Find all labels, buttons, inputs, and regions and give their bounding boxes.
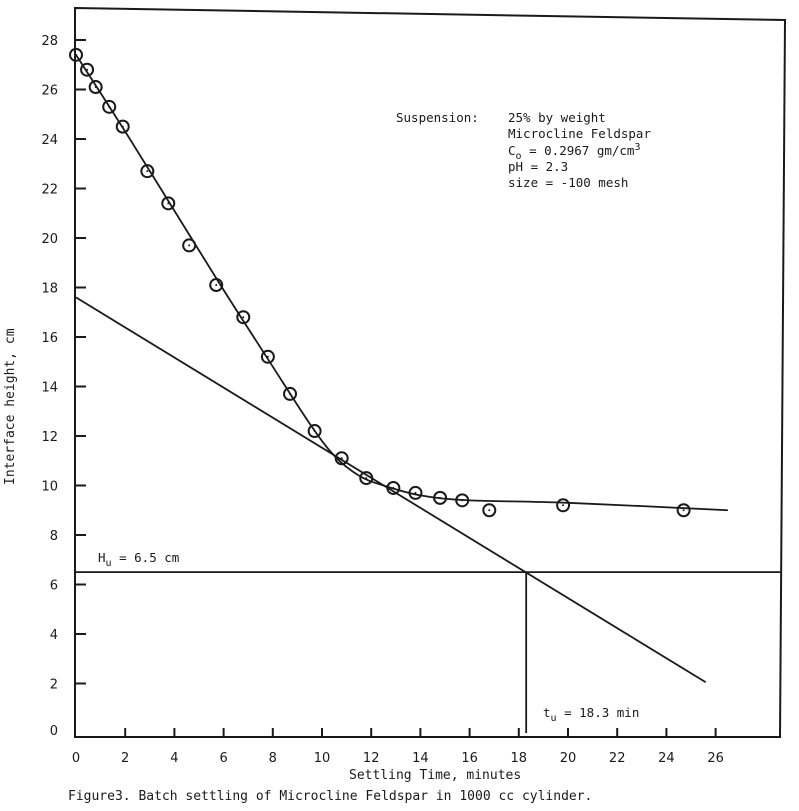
x-tick-label: 0 bbox=[72, 751, 80, 766]
y-tick-label: 18 bbox=[41, 282, 58, 297]
y-tick-label: 16 bbox=[41, 331, 58, 346]
data-point-marker bbox=[307, 424, 322, 439]
y-tick-label: 26 bbox=[41, 84, 58, 99]
plot-frame bbox=[74, 6, 787, 738]
x-tick-label: 14 bbox=[412, 751, 429, 766]
y-tick-label: 22 bbox=[41, 183, 58, 198]
y-axis-title: Interface height, cm bbox=[3, 328, 18, 485]
x-tick-label: 18 bbox=[511, 751, 528, 766]
tangent-line bbox=[75, 296, 707, 684]
y-tick-label: 24 bbox=[41, 133, 58, 148]
suspension-line-3: Co = 0.2967 gm/cm3 bbox=[508, 142, 640, 162]
x-tick-label: 22 bbox=[609, 751, 626, 766]
data-point-marker bbox=[80, 62, 95, 77]
y-tick-label: 28 bbox=[41, 34, 58, 49]
suspension-line-1: 25% by weight bbox=[508, 110, 606, 125]
data-point-marker bbox=[433, 490, 448, 505]
y-tick-label: 12 bbox=[41, 430, 58, 445]
suspension-line-5: size = -100 mesh bbox=[508, 175, 628, 190]
data-point-marker bbox=[482, 503, 497, 518]
data-point-marker bbox=[455, 493, 470, 508]
axes-box bbox=[74, 6, 787, 738]
data-point-marker bbox=[386, 480, 401, 495]
data-point-marker bbox=[283, 386, 298, 401]
chart-lines bbox=[75, 54, 781, 733]
suspension-info-box: Suspension: 25% by weight Microcline Fel… bbox=[396, 110, 651, 190]
data-point-marker bbox=[88, 80, 103, 95]
x-tick-label: 10 bbox=[314, 751, 331, 766]
tu-annotation: tu = 18.3 min bbox=[543, 705, 639, 724]
suspension-line-2: Microcline Feldspar bbox=[508, 126, 651, 141]
y-tick-label: 8 bbox=[50, 529, 58, 544]
y-tick-label: 20 bbox=[41, 232, 58, 247]
y-tick-label: 4 bbox=[50, 628, 58, 643]
x-tick-label: 4 bbox=[170, 751, 178, 766]
x-tick-label: 20 bbox=[560, 751, 577, 766]
y-tick-label: 10 bbox=[41, 480, 58, 495]
data-point-marker bbox=[408, 485, 423, 500]
figure-caption: Figure3. Batch settling of Microcline Fe… bbox=[68, 789, 592, 804]
data-point-marker bbox=[236, 310, 251, 325]
data-point-marker bbox=[161, 196, 176, 211]
suspension-line-4: pH = 2.3 bbox=[508, 159, 568, 174]
data-point-marker bbox=[69, 47, 83, 62]
x-tick-label: 8 bbox=[269, 751, 277, 766]
x-tick-label: 26 bbox=[707, 751, 724, 766]
y-tick-label: 6 bbox=[50, 579, 58, 594]
x-tick-label: 6 bbox=[219, 751, 227, 766]
x-tick-label: 16 bbox=[461, 751, 478, 766]
x-tick-label: 12 bbox=[363, 751, 380, 766]
x-tick-label: 24 bbox=[658, 751, 675, 766]
data-point-marker bbox=[140, 164, 155, 179]
data-point-marker bbox=[676, 503, 691, 518]
data-point-marker bbox=[260, 349, 275, 364]
y-tick-label: 2 bbox=[50, 678, 58, 693]
x-tick-label: 2 bbox=[121, 751, 129, 766]
y-tick-label: 0 bbox=[50, 724, 58, 739]
data-point-marker bbox=[102, 99, 117, 114]
y-tick-label: 14 bbox=[41, 381, 58, 396]
suspension-label: Suspension: bbox=[396, 110, 479, 125]
data-point-marker bbox=[182, 238, 197, 253]
data-point-marker bbox=[209, 278, 224, 293]
data-point-marker bbox=[115, 119, 130, 134]
data-point-marker bbox=[334, 451, 349, 466]
data-point-marker bbox=[556, 498, 571, 513]
data-points bbox=[69, 47, 691, 518]
hu-annotation: Hu = 6.5 cm bbox=[98, 550, 179, 569]
x-axis-title: Settling Time, minutes bbox=[349, 768, 521, 783]
x-axis-ticks: 0 2 4 6 8 10 12 14 16 18 20 22 24 26 bbox=[72, 728, 724, 766]
data-point-marker bbox=[359, 471, 374, 486]
